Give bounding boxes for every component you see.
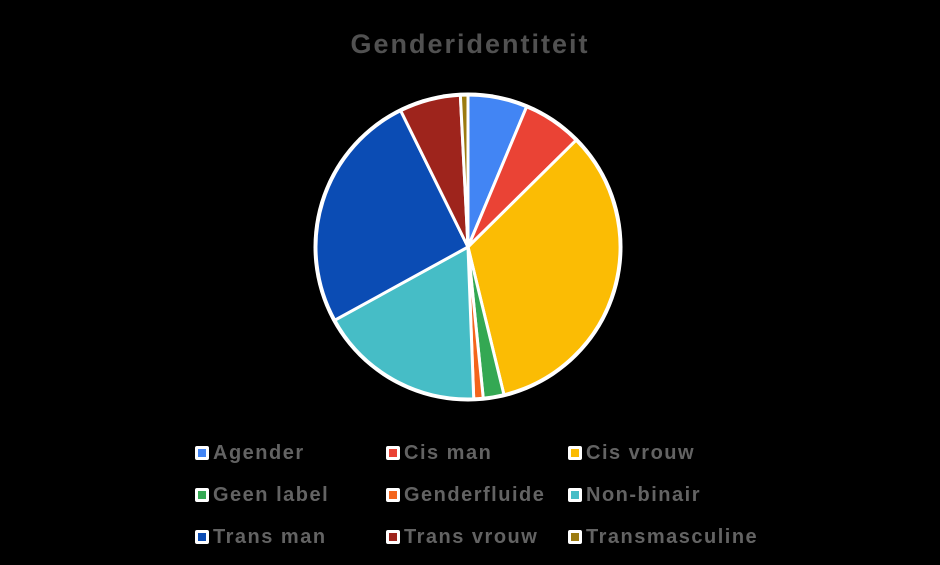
legend-item-transmasculine: Transmasculine bbox=[568, 525, 758, 549]
legend-swatch-icon-trans-vrouw bbox=[386, 530, 400, 544]
legend-swatch-icon-non-binair bbox=[568, 488, 582, 502]
legend-item-trans-man: Trans man bbox=[195, 525, 386, 549]
legend: Agender Cis man Cis vrouw Geen label Genderf… bbox=[195, 441, 758, 549]
legend-item-genderfluide: Genderfluide bbox=[386, 483, 568, 507]
legend-item-agender: Agender bbox=[195, 441, 386, 465]
legend-label-non-binair: Non-binair bbox=[586, 484, 701, 506]
pie-slice-trans-man bbox=[314, 109, 470, 322]
legend-item-trans-vrouw: Trans vrouw bbox=[386, 525, 568, 549]
legend-item-cis-vrouw: Cis vrouw bbox=[568, 441, 758, 465]
pie-slice-cis-vrouw bbox=[466, 138, 622, 397]
legend-swatch-icon-genderfluide bbox=[386, 488, 400, 502]
legend-swatch-icon-transmasculine bbox=[568, 530, 582, 544]
pie-slice-non-binair bbox=[333, 245, 476, 401]
legend-label-cis-man: Cis man bbox=[404, 442, 493, 464]
legend-label-cis-vrouw: Cis vrouw bbox=[586, 442, 696, 464]
legend-item-non-binair: Non-binair bbox=[568, 483, 758, 507]
legend-label-genderfluide: Genderfluide bbox=[404, 484, 546, 506]
legend-swatch-icon-trans-man bbox=[195, 530, 209, 544]
legend-label-transmasculine: Transmasculine bbox=[586, 526, 759, 548]
legend-item-cis-man: Cis man bbox=[386, 441, 568, 465]
pie-slice-transmasculine bbox=[458, 93, 470, 249]
legend-swatch-icon-geen-label bbox=[195, 488, 209, 502]
chart-title: Genderidentiteit bbox=[350, 29, 590, 59]
legend-label-geen-label: Geen label bbox=[213, 484, 330, 506]
legend-label-trans-man: Trans man bbox=[213, 526, 327, 548]
legend-item-geen-label: Geen label bbox=[195, 483, 386, 507]
legend-swatch-icon-cis-man bbox=[386, 446, 400, 460]
legend-label-trans-vrouw: Trans vrouw bbox=[404, 526, 539, 548]
legend-swatch-icon-cis-vrouw bbox=[568, 446, 582, 460]
legend-swatch-icon-agender bbox=[195, 446, 209, 460]
legend-label-agender: Agender bbox=[213, 442, 305, 464]
